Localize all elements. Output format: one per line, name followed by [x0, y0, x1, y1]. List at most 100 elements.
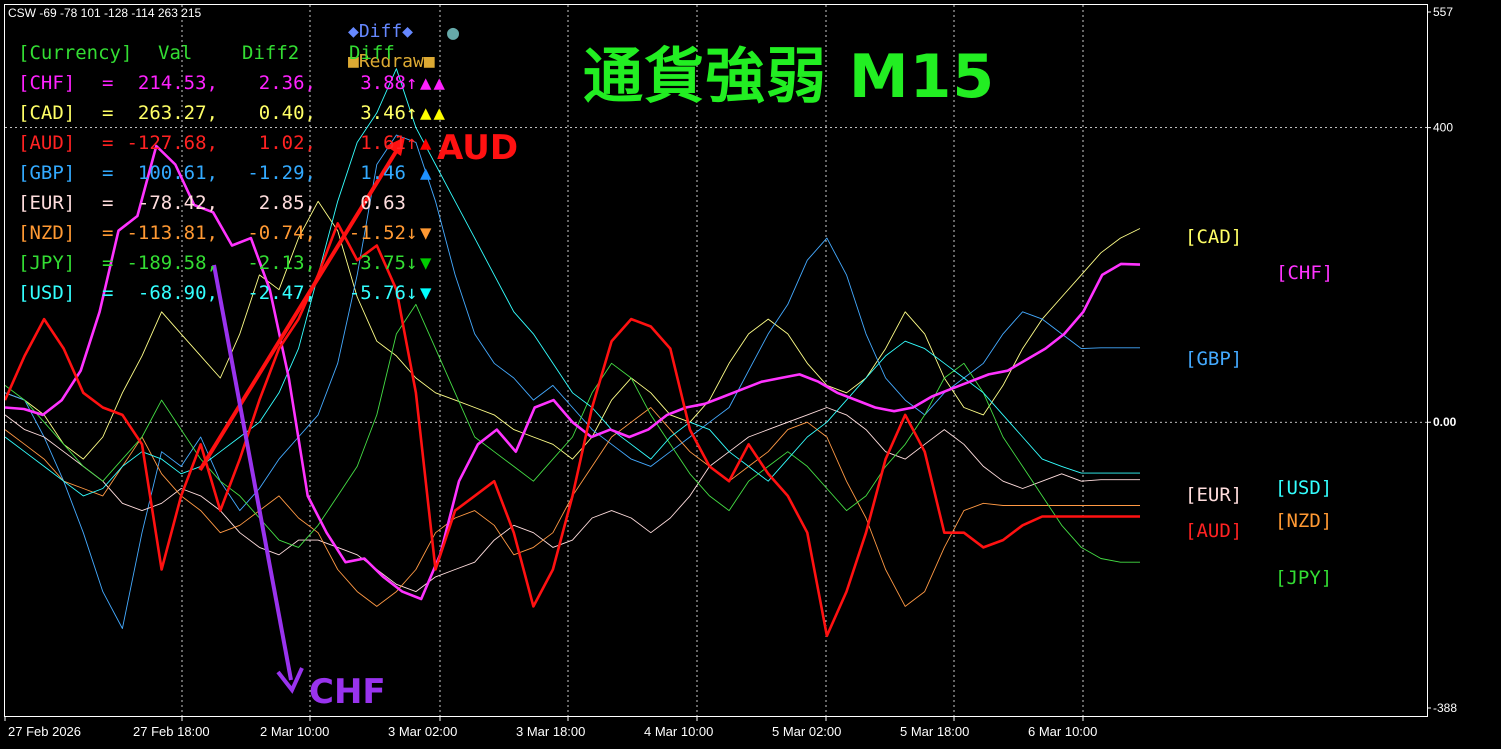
row-diff: -1.52: [348, 222, 406, 244]
row-marks: ▲: [420, 162, 434, 184]
header-diff2: Diff2: [242, 42, 300, 64]
label-cad: [CAD]: [1185, 226, 1243, 248]
table-header: [Currency] Val Diff2 Diff: [18, 38, 395, 68]
x-axis: 27 Feb 2026 27 Feb 18:00 2 Mar 10:00 3 Mar …: [4, 716, 1097, 739]
header-diff: Diff: [349, 42, 395, 64]
row-trend-arrow: ↓: [406, 222, 418, 244]
x-tick-label: 3 Mar 02:00: [388, 724, 457, 739]
label-chf: [CHF]: [1276, 262, 1334, 284]
label-aud: [AUD]: [1185, 520, 1243, 542]
series-line-jpy: [4, 303, 1140, 563]
annotation-aud: AUD: [437, 128, 519, 168]
row-equals: =: [102, 162, 114, 184]
row-diff2: 1.02,: [258, 132, 316, 154]
circle-icon[interactable]: ●: [447, 20, 460, 44]
series-line-eur: [4, 407, 1140, 593]
label-jpy: [JPY]: [1275, 567, 1333, 589]
row-marks: ▲▲: [420, 72, 447, 94]
row-marks: ▲▲: [420, 102, 447, 124]
label-eur: [EUR]: [1185, 484, 1243, 506]
table-row: [EUR] = -78.42, 2.85, 0.63: [18, 188, 406, 218]
label-usd: [USD]: [1275, 477, 1333, 499]
row-diff2: -0.74,: [247, 222, 316, 244]
row-val: 263.27,: [137, 102, 218, 124]
table-row: [NZD] = -113.81, -0.74, -1.52 ↓ ▼: [18, 218, 431, 248]
row-diff2: 2.36,: [258, 72, 316, 94]
row-trend-arrow: ↓: [406, 252, 418, 274]
row-diff: 3.88: [360, 72, 406, 94]
table-row: [CHF] = 214.53, 2.36, 3.88 ↑ ▲▲: [18, 68, 445, 98]
header-val: Val: [158, 42, 193, 64]
y-tick-label: 400: [1433, 121, 1453, 135]
table-row: [CAD] = 263.27, 0.40, 3.46 ↑ ▲▲: [18, 98, 445, 128]
row-marks: ▼: [420, 252, 434, 274]
y-tick-label: 557: [1433, 5, 1453, 19]
row-equals: =: [102, 252, 114, 274]
row-val: 100.61,: [137, 162, 218, 184]
x-tick-label: 27 Feb 2026: [8, 724, 81, 739]
row-diff2: 0.40,: [258, 102, 316, 124]
row-diff2: -1.29,: [247, 162, 316, 184]
row-equals: =: [102, 132, 114, 154]
table-row: [AUD] = -127.68, 1.02, 1.61 ↑ ▲: [18, 128, 431, 158]
y-tick-label: -388: [1433, 701, 1457, 715]
row-trend-arrow: ↑: [406, 102, 418, 124]
row-diff: -5.76: [348, 282, 406, 304]
row-diff: -3.75: [348, 252, 406, 274]
row-val: 214.53,: [137, 72, 218, 94]
row-currency: [CHF]: [18, 72, 76, 94]
row-currency: [USD]: [18, 282, 76, 304]
x-tick-label: 3 Mar 18:00: [516, 724, 585, 739]
chart-title: 通貨強弱 M15: [583, 42, 996, 112]
row-val: -68.90,: [137, 282, 218, 304]
chart-grid: [5, 5, 1427, 716]
y-tick-label: 0.00: [1433, 415, 1457, 429]
annotation-chf: CHF: [309, 672, 386, 712]
row-marks: ▼: [420, 282, 434, 304]
row-diff2: -2.47,: [247, 282, 316, 304]
y-axis: 557 400 0.00 -388: [1427, 5, 1457, 715]
row-equals: =: [102, 222, 114, 244]
row-diff: 0.63: [360, 192, 406, 214]
table-row: [JPY] = -189.58, -2.13, -3.75 ↓ ▼: [18, 248, 431, 278]
row-equals: =: [102, 192, 114, 214]
series-line-aud: [3, 222, 1140, 638]
indicator-title: CSW -69 -78 101 -128 -114 263 215: [8, 6, 202, 20]
row-val: -189.58,: [126, 252, 218, 274]
series-line-chf: [4, 144, 1141, 601]
x-tick-label: 5 Mar 02:00: [772, 724, 841, 739]
x-tick-label: 27 Feb 18:00: [133, 724, 210, 739]
row-equals: =: [102, 72, 114, 94]
x-tick-label: 4 Mar 10:00: [644, 724, 713, 739]
row-equals: =: [102, 282, 114, 304]
row-trend-arrow: ↓: [406, 282, 418, 304]
row-currency: [NZD]: [18, 222, 76, 244]
row-diff: 1.46: [360, 162, 406, 184]
row-val: -78.42,: [137, 192, 218, 214]
row-currency: [AUD]: [18, 132, 76, 154]
diff-button[interactable]: ◆Diff◆: [348, 21, 414, 42]
chf-arrow: [212, 264, 304, 694]
label-gbp: [GBP]: [1185, 348, 1243, 370]
row-val: -113.81,: [126, 222, 218, 244]
series-group: [3, 68, 1141, 638]
row-trend-arrow: ↑: [406, 72, 418, 94]
row-currency: [GBP]: [18, 162, 76, 184]
redraw-button[interactable]: ■Redraw■: [348, 51, 435, 72]
row-diff: 1.61: [360, 132, 406, 154]
x-tick-label: 5 Mar 18:00: [900, 724, 969, 739]
row-marks: ▼: [420, 222, 434, 244]
row-equals: =: [102, 102, 114, 124]
row-diff2: -2.13,: [247, 252, 316, 274]
x-tick-label: 6 Mar 10:00: [1028, 724, 1097, 739]
series-line-usd: [4, 68, 1140, 497]
header-currency: [Currency]: [18, 42, 133, 64]
label-nzd: [NZD]: [1275, 510, 1333, 532]
table-row: [USD] = -68.90, -2.47, -5.76 ↓ ▼: [18, 278, 431, 308]
x-tick-label: 2 Mar 10:00: [260, 724, 329, 739]
row-marks: ▲: [420, 132, 434, 154]
row-currency: [CAD]: [18, 102, 76, 124]
row-trend-arrow: ↑: [406, 132, 418, 154]
